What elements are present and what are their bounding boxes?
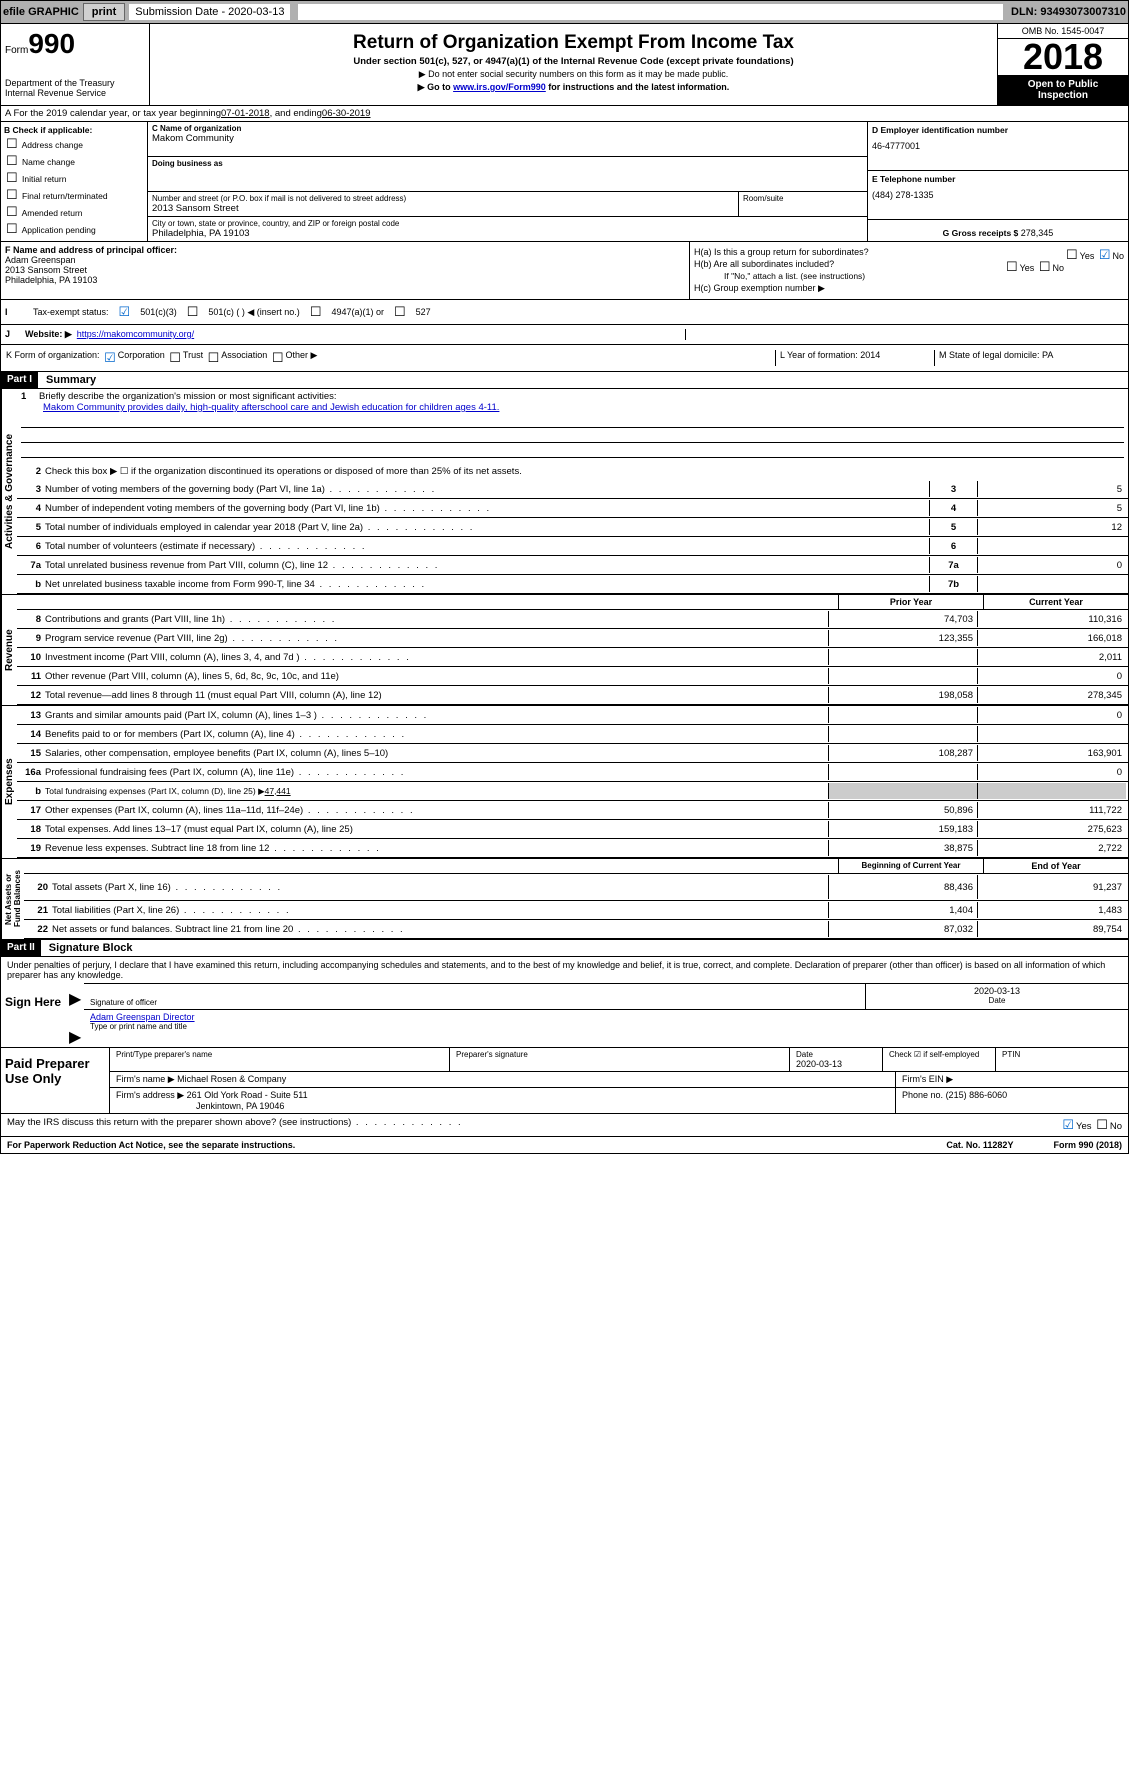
header-left: Form990 Department of the Treasury Inter…	[1, 24, 149, 105]
street: 2013 Sansom Street	[152, 203, 734, 214]
main-block: B Check if applicable: Address change Na…	[0, 122, 1129, 242]
line-1: 1Briefly describe the organization's mis…	[17, 389, 1128, 462]
cb-4947[interactable]	[310, 304, 322, 320]
signature-section: Under penalties of perjury, I declare th…	[0, 957, 1129, 1137]
dept-label: Department of the Treasury Internal Reve…	[5, 78, 145, 98]
cb-amended[interactable]: Amended return	[4, 204, 144, 220]
row-k: K Form of organization: Corporation Trus…	[0, 345, 1129, 372]
vert-netassets: Net Assets orFund Balances	[1, 859, 24, 939]
org-name-box: C Name of organization Makom Community	[148, 122, 867, 157]
rev-header: Prior Year Current Year	[17, 595, 1128, 610]
governance-section: Activities & Governance 1Briefly describ…	[0, 389, 1129, 595]
page-footer: For Paperwork Reduction Act Notice, see …	[0, 1137, 1129, 1154]
gross-box: G Gross receipts $ 278,345	[868, 220, 1128, 241]
cb-initial[interactable]: Initial return	[4, 170, 144, 186]
row-a: A For the 2019 calendar year, or tax yea…	[0, 106, 1129, 122]
cb-trust[interactable]	[169, 350, 181, 366]
vert-expenses: Expenses	[1, 706, 17, 858]
ssn-note: ▶ Do not enter social security numbers o…	[156, 69, 991, 80]
dba-box: Doing business as	[148, 157, 867, 192]
street-box: Number and street (or P.O. box if mail i…	[148, 192, 739, 216]
cb-other[interactable]	[272, 350, 284, 366]
suite-box: Room/suite	[739, 192, 867, 216]
tax-year: 2018	[998, 39, 1128, 75]
cb-527[interactable]	[394, 304, 406, 320]
phone-box: E Telephone number (484) 278-1335	[868, 171, 1128, 220]
part2-header: Part II Signature Block	[0, 940, 1129, 957]
firm-name: Michael Rosen & Company	[177, 1074, 286, 1084]
col-b-label: B Check if applicable:	[4, 125, 144, 135]
form-number: Form990	[5, 28, 145, 60]
cb-discuss-yes[interactable]	[1062, 1117, 1074, 1132]
col-right: D Employer identification number 46-4777…	[867, 122, 1128, 241]
spacer	[298, 4, 1003, 20]
ein-box: D Employer identification number 46-4777…	[868, 122, 1128, 171]
part1-header: Part I Summary	[0, 372, 1129, 389]
mission-text: Makom Community provides daily, high-qua…	[43, 402, 499, 413]
firm-phone: (215) 886-6060	[946, 1090, 1008, 1100]
cb-501c[interactable]	[187, 304, 199, 320]
col-b: B Check if applicable: Address change Na…	[1, 122, 148, 241]
cb-address[interactable]: Address change	[4, 136, 144, 152]
row-j: J Website: ▶ https://makomcommunity.org/	[0, 325, 1129, 345]
cb-name[interactable]: Name change	[4, 153, 144, 169]
paid-preparer-label: Paid Preparer Use Only	[1, 1048, 110, 1113]
perjury-text: Under penalties of perjury, I declare th…	[1, 957, 1128, 983]
vert-revenue: Revenue	[1, 595, 17, 705]
officer-name: Adam Greenspan	[5, 255, 685, 265]
officer-box: F Name and address of principal officer:…	[1, 242, 690, 299]
top-bar: efile GRAPHIC print Submission Date - 20…	[0, 0, 1129, 24]
ein: 46-4777001	[872, 141, 1124, 151]
inspection-badge: Open to Public Inspection	[998, 75, 1128, 105]
cb-pending[interactable]: Application pending	[4, 221, 144, 237]
cb-final[interactable]: Final return/terminated	[4, 187, 144, 203]
cb-501c3[interactable]	[119, 304, 131, 320]
city: Philadelphia, PA 19103	[152, 228, 863, 239]
header-right: OMB No. 1545-0047 2018 Open to Public In…	[998, 24, 1128, 105]
cb-corp[interactable]	[104, 350, 116, 366]
print-button[interactable]: print	[83, 3, 125, 21]
vert-governance: Activities & Governance	[1, 389, 17, 594]
sign-here-label: Sign Here	[1, 983, 69, 1047]
irs-link[interactable]: www.irs.gov/Form990	[453, 82, 546, 92]
dln: DLN: 93493073007310	[1011, 6, 1126, 18]
col-cd: C Name of organization Makom Community D…	[148, 122, 867, 241]
city-box: City or town, state or province, country…	[148, 217, 867, 241]
efile-label: efile GRAPHIC	[3, 6, 79, 18]
net-header: Beginning of Current Year End of Year	[24, 859, 1128, 874]
signer-name: Adam Greenspan Director	[90, 1012, 1122, 1022]
phone: (484) 278-1335	[872, 190, 1124, 200]
group-box: H(a) Is this a group return for subordin…	[690, 242, 1128, 299]
row-i: I Tax-exempt status: 501(c)(3) 501(c) ( …	[0, 300, 1129, 325]
website-link[interactable]: https://makomcommunity.org/	[77, 329, 194, 340]
domicile: M State of legal domicile: PA	[934, 350, 1123, 366]
form-header: Form990 Department of the Treasury Inter…	[0, 24, 1129, 106]
netassets-section: Net Assets orFund Balances Beginning of …	[0, 859, 1129, 940]
form-subtitle: Under section 501(c), 527, or 4947(a)(1)…	[156, 56, 991, 67]
cb-assoc[interactable]	[208, 350, 220, 366]
org-name: Makom Community	[152, 133, 863, 144]
goto-note: ▶ Go to www.irs.gov/Form990 for instruct…	[156, 82, 991, 93]
year-formation: L Year of formation: 2014	[775, 350, 934, 366]
cb-discuss-no[interactable]	[1096, 1117, 1108, 1132]
gross-receipts: 278,345	[1021, 228, 1054, 238]
submission-date: Submission Date - 2020-03-13	[129, 4, 290, 20]
arrow-icon: ▶▶	[69, 983, 84, 1047]
expenses-section: Expenses 13Grants and similar amounts pa…	[0, 706, 1129, 859]
revenue-section: Revenue Prior Year Current Year 8Contrib…	[0, 595, 1129, 706]
row-fgh: F Name and address of principal officer:…	[0, 242, 1129, 300]
discuss-row: May the IRS discuss this return with the…	[1, 1113, 1128, 1136]
form-title: Return of Organization Exempt From Incom…	[156, 32, 991, 54]
header-mid: Return of Organization Exempt From Incom…	[149, 24, 998, 105]
